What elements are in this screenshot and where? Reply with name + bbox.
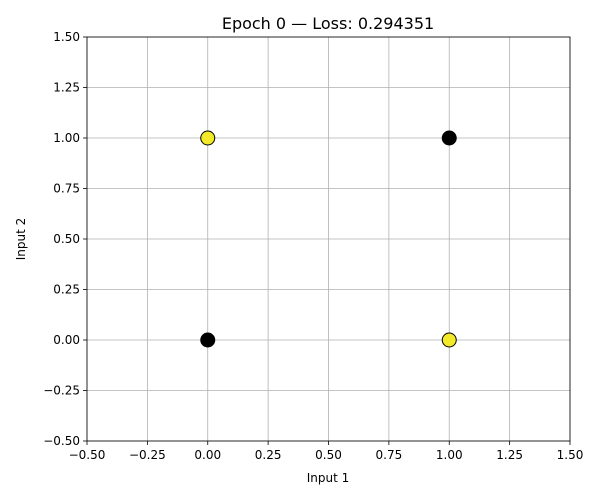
data-points bbox=[200, 130, 457, 348]
y-tick-labels: −0.50 −0.25 0.00 0.25 0.50 0.75 1.00 1.25 1.50 bbox=[43, 30, 80, 448]
x-tick-label: 0.50 bbox=[315, 448, 342, 462]
chart-title: Epoch 0 — Loss: 0.294351 bbox=[222, 14, 434, 33]
x-tick-label: 1.25 bbox=[496, 448, 523, 462]
y-tick-label: 1.25 bbox=[53, 81, 80, 95]
y-tick-label: 0.75 bbox=[53, 182, 80, 196]
x-tick-label: 0.75 bbox=[376, 448, 403, 462]
y-tick-label: −0.50 bbox=[43, 434, 80, 448]
x-tick-label: 0.00 bbox=[194, 448, 221, 462]
x-tick-label: −0.25 bbox=[129, 448, 166, 462]
y-tick-label: 1.00 bbox=[53, 131, 80, 145]
x-tick-labels: −0.50 −0.25 0.00 0.25 0.50 0.75 1.00 1.25 1.50 bbox=[69, 448, 584, 462]
x-tick-label: 1.50 bbox=[557, 448, 584, 462]
y-axis-label: Input 2 bbox=[14, 218, 28, 261]
tick-marks bbox=[83, 36, 571, 445]
x-tick-label: 0.25 bbox=[255, 448, 282, 462]
x-tick-label: −0.50 bbox=[69, 448, 106, 462]
y-tick-label: 0.50 bbox=[53, 232, 80, 246]
y-tick-label: 1.50 bbox=[53, 30, 80, 44]
y-tick-label: 0.25 bbox=[53, 283, 80, 297]
scatter-point bbox=[441, 130, 457, 146]
x-axis-label: Input 1 bbox=[307, 471, 350, 485]
x-tick-label: 1.00 bbox=[436, 448, 463, 462]
y-tick-label: −0.25 bbox=[43, 384, 80, 398]
scatter-point bbox=[441, 332, 457, 348]
y-tick-label: 0.00 bbox=[53, 333, 80, 347]
scatter-point bbox=[200, 130, 216, 146]
scatter-point bbox=[200, 332, 216, 348]
